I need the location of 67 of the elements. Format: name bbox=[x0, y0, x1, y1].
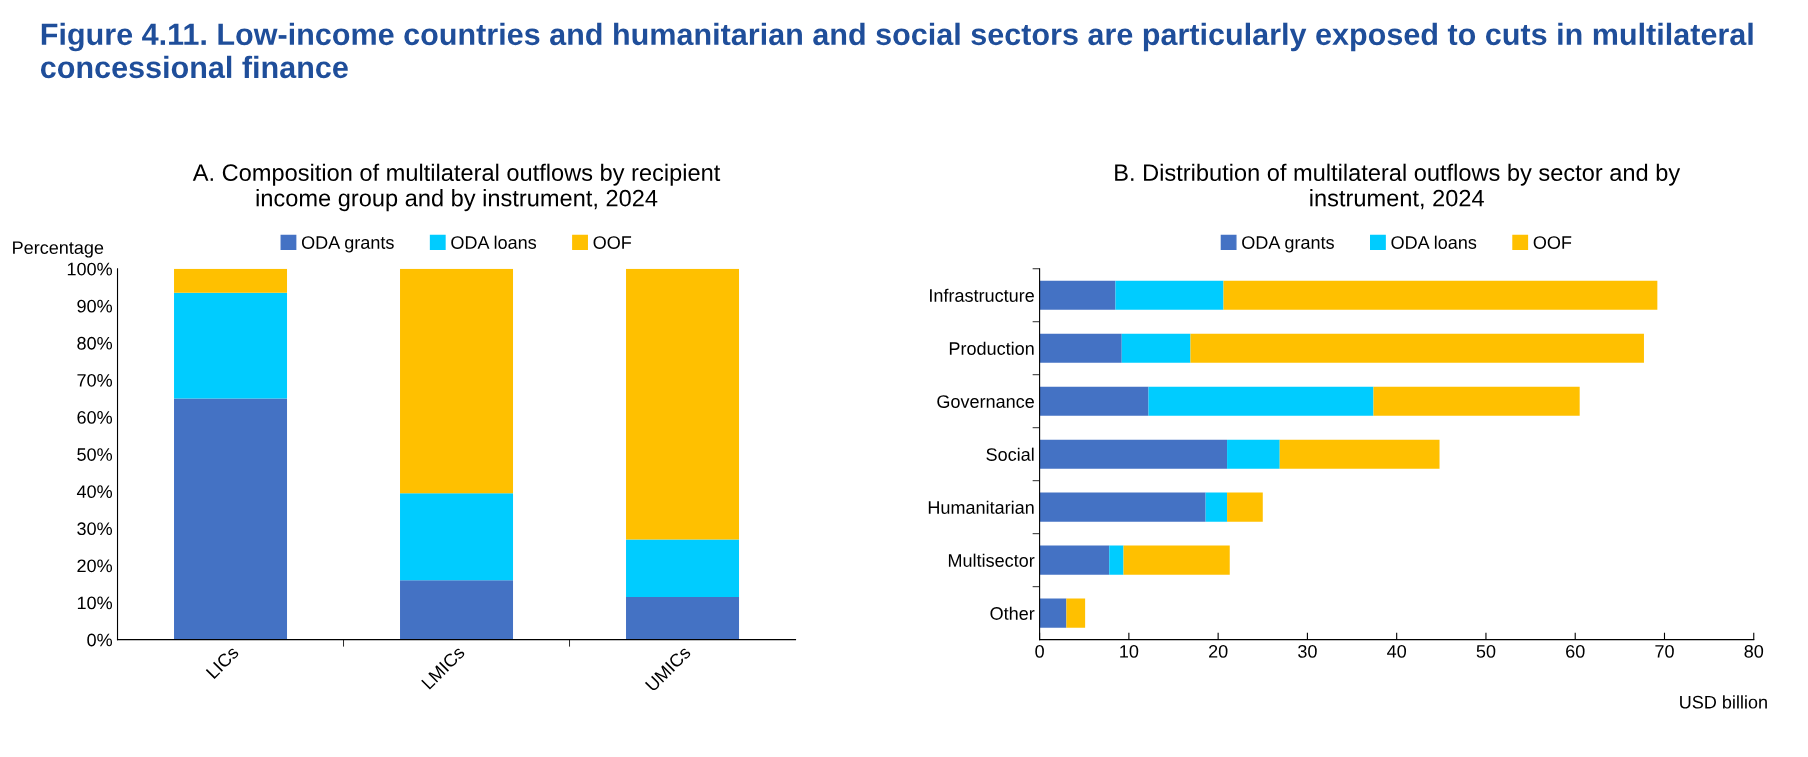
y-tick-label: 0% bbox=[87, 633, 113, 647]
bar bbox=[1123, 545, 1230, 575]
x-tick-label: 50 bbox=[1476, 645, 1496, 658]
y-tick-label: Social bbox=[986, 447, 1034, 461]
bar bbox=[1279, 439, 1440, 469]
bar bbox=[1223, 280, 1658, 310]
bar bbox=[400, 493, 514, 581]
y-tick-label: Multisector bbox=[948, 553, 1035, 567]
bar bbox=[1373, 386, 1580, 416]
y-tick-label: 80% bbox=[77, 336, 113, 350]
y-tick-label: Other bbox=[990, 606, 1035, 620]
y-tick-label: 20% bbox=[77, 559, 113, 573]
x-tick-label: 80 bbox=[1744, 645, 1764, 658]
x-tick-label: 70 bbox=[1655, 645, 1674, 658]
bar bbox=[1227, 439, 1280, 469]
y-tick-label: 90% bbox=[77, 299, 113, 313]
y-tick-label: 60% bbox=[77, 411, 113, 424]
x-tick-label: 10 bbox=[1120, 645, 1139, 658]
bar bbox=[1190, 333, 1644, 363]
legend-label: ODA grants bbox=[301, 236, 394, 253]
y-tick-label: 30% bbox=[77, 522, 113, 536]
legend-label: ODA loans bbox=[451, 235, 537, 249]
chart-title: B. Distribution of multilateral outflows by sector and by instrument, 2024 bbox=[1115, 163, 1681, 210]
bar bbox=[1121, 333, 1191, 363]
bar bbox=[1039, 492, 1206, 522]
bar bbox=[1115, 280, 1224, 310]
x-tick-label: 60 bbox=[1566, 645, 1585, 658]
bar bbox=[1039, 386, 1149, 416]
legend-label: OOF bbox=[593, 236, 632, 249]
bar bbox=[1039, 333, 1122, 363]
legend-label: ODA grants bbox=[1242, 236, 1334, 253]
y-tick-label: Governance bbox=[937, 395, 1034, 408]
y-tick-label: 70% bbox=[77, 373, 113, 387]
y-tick-label: Production bbox=[949, 341, 1034, 355]
y-axis-title: Percentage bbox=[13, 241, 104, 258]
bar bbox=[626, 268, 740, 540]
x-tick-label: 0 bbox=[1035, 645, 1044, 658]
y-tick-label: 40% bbox=[76, 485, 113, 499]
bar bbox=[174, 268, 288, 293]
legend-label: OOF bbox=[1533, 236, 1572, 249]
bar bbox=[400, 268, 514, 494]
x-axis-title: USD billion bbox=[1680, 695, 1767, 709]
y-tick-label: 100% bbox=[67, 262, 113, 276]
bar bbox=[1039, 280, 1116, 310]
bar bbox=[626, 597, 740, 640]
bar bbox=[400, 580, 514, 640]
y-tick-label: 10% bbox=[77, 596, 113, 610]
bar bbox=[1227, 492, 1263, 522]
bar bbox=[1039, 545, 1110, 575]
bar bbox=[174, 398, 288, 640]
chart-title: A. Composition of multilateral outflows by recipient income group and by instrument, 2024 bbox=[192, 163, 721, 212]
y-tick-label: Infrastructure bbox=[930, 288, 1034, 302]
bar bbox=[1148, 386, 1374, 416]
caption: Figure 4.11. Low-income countries and humanitarian and social sectors are particularly exposed to cuts in multilateral concessional finance bbox=[40, 22, 1753, 79]
x-tick-label: 30 bbox=[1298, 645, 1317, 658]
bar bbox=[174, 292, 288, 399]
y-tick-label: Humanitarian bbox=[928, 500, 1034, 514]
bar bbox=[1039, 439, 1228, 469]
bar bbox=[1109, 545, 1124, 575]
legend-label: ODA loans bbox=[1391, 235, 1477, 249]
bar bbox=[1205, 492, 1228, 522]
bar bbox=[1066, 598, 1086, 628]
bar bbox=[1039, 598, 1067, 628]
x-tick-label: 40 bbox=[1387, 645, 1407, 658]
bar bbox=[626, 539, 740, 598]
x-tick-label: 20 bbox=[1209, 645, 1228, 658]
y-tick-label: 50% bbox=[77, 448, 113, 461]
